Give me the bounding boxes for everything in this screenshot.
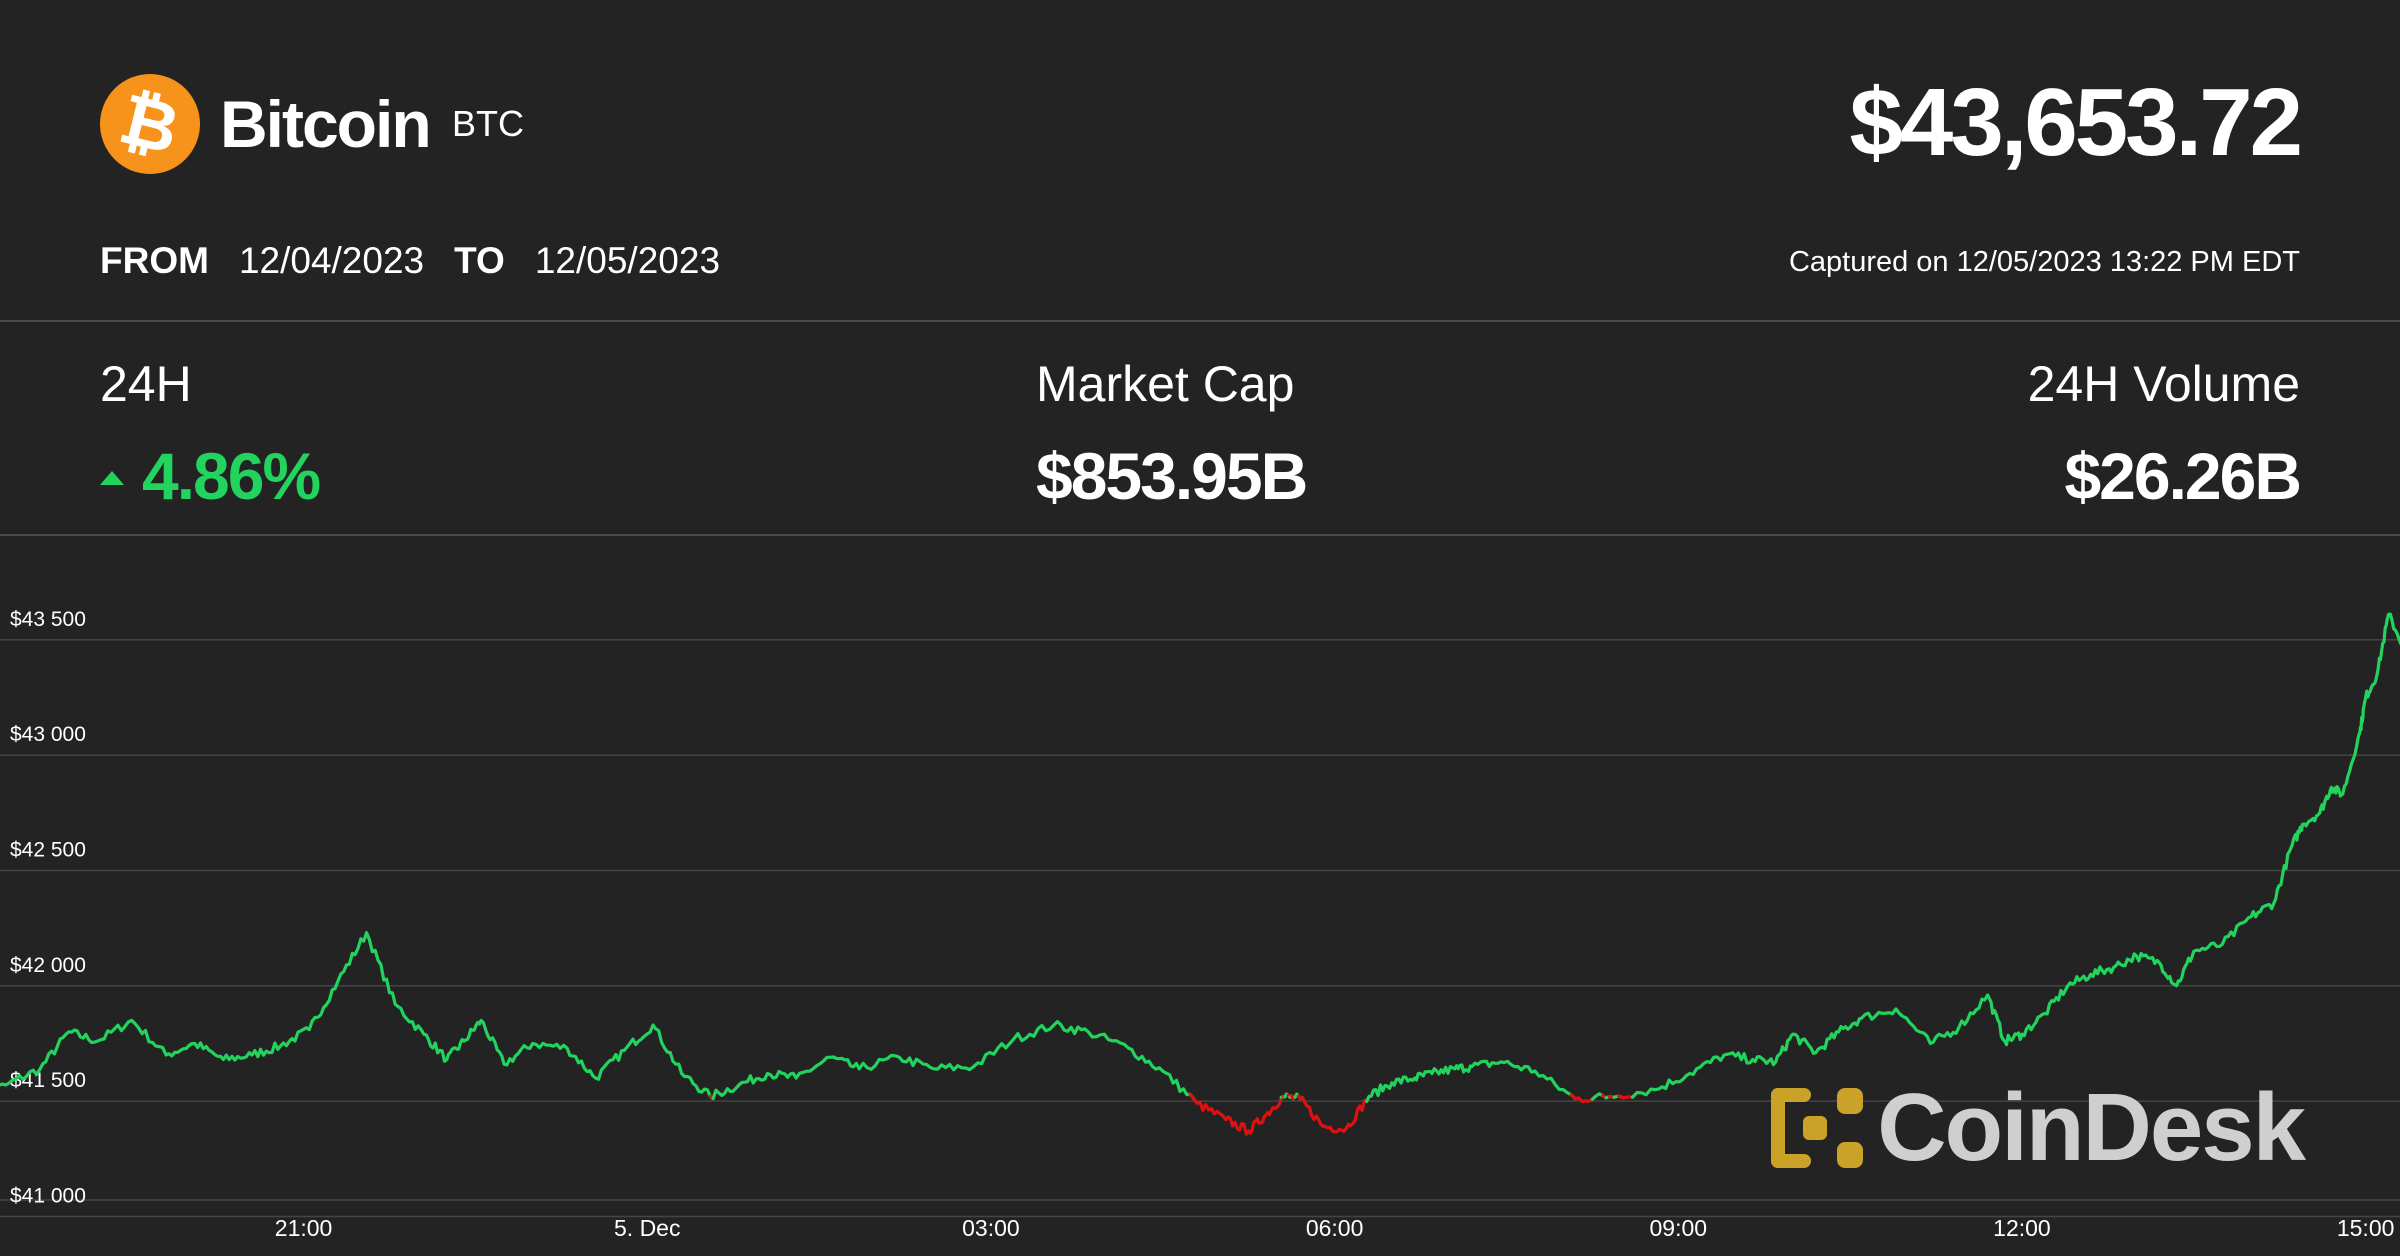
- chart-grid: [0, 639, 2400, 1218]
- x-axis: 21:005. Dec03:0006:0009:0012:0015:0018:0…: [275, 1215, 2395, 1241]
- to-date: 12/05/2023: [534, 240, 721, 281]
- bitcoin-logo: ₿: [100, 74, 200, 174]
- price-line-segment-down: [1296, 1094, 1371, 1134]
- price-line: [0, 612, 2400, 1136]
- price-line-segment-up: [1365, 1059, 1577, 1104]
- price-line-segment-up: [1630, 612, 2400, 1099]
- brand-name: CoinDesk: [1877, 1074, 2306, 1181]
- price-line-segment-down: [1188, 1092, 1285, 1136]
- x-tick-label: 06:00: [1306, 1215, 1364, 1241]
- x-tick-label: 12:00: [1993, 1215, 2051, 1241]
- change-value-group: 4.86%: [100, 436, 321, 516]
- market-cap-label: Market Cap: [1036, 356, 1295, 412]
- from-label: FROM: [100, 240, 209, 281]
- price-chart: $41 000 $41 500 $42 000 $42 500 $43 000 $43 5…: [0, 608, 2400, 1241]
- date-range: FROM 12/04/2023 TO 12/05/2023: [100, 236, 720, 286]
- x-tick-label: 21:00: [275, 1215, 333, 1241]
- y-tick-label: $41 000: [10, 1184, 86, 1207]
- y-axis: $41 000 $41 500 $42 000 $42 500 $43 000 $43 5…: [10, 608, 86, 1208]
- coindesk-brand: CoinDesk: [1767, 1074, 2306, 1181]
- change-label: 24H: [100, 356, 192, 412]
- header-divider: [0, 320, 2400, 322]
- coin-name: Bitcoin: [220, 87, 432, 161]
- change-value: 4.86%: [142, 439, 321, 513]
- y-tick-label: $43 500: [10, 608, 86, 631]
- coin-ticker: BTC: [452, 103, 524, 144]
- x-tick-label: 09:00: [1650, 1215, 1708, 1241]
- price-line-segment-up: [0, 931, 715, 1101]
- coindesk-logo-icon: [1771, 1088, 1864, 1168]
- volume-value: $26.26B: [2064, 439, 2302, 513]
- y-tick-label: $43 000: [10, 723, 86, 746]
- y-tick-label: $41 500: [10, 1069, 86, 1092]
- price-line-segment-up: [711, 1020, 1196, 1101]
- market-cap-value: $853.95B: [1036, 439, 1308, 513]
- triangle-up-icon: [100, 470, 124, 485]
- y-tick-label: $42 500: [10, 838, 86, 861]
- volume-label: 24H Volume: [2027, 356, 2300, 412]
- x-tick-label: 5. Dec: [614, 1215, 680, 1241]
- from-date: 12/04/2023: [238, 240, 425, 281]
- current-price: $43,653.72: [1849, 69, 2303, 176]
- x-tick-label: 15:00: [2337, 1215, 2395, 1241]
- bitcoin-icon: ₿: [112, 77, 188, 171]
- stats-divider: [0, 534, 2400, 536]
- captured-timestamp: Captured on 12/05/2023 13:22 PM EDT: [1788, 246, 2300, 278]
- y-tick-label: $42 000: [10, 954, 86, 977]
- x-tick-label: 03:00: [962, 1215, 1020, 1241]
- to-label: TO: [454, 240, 505, 281]
